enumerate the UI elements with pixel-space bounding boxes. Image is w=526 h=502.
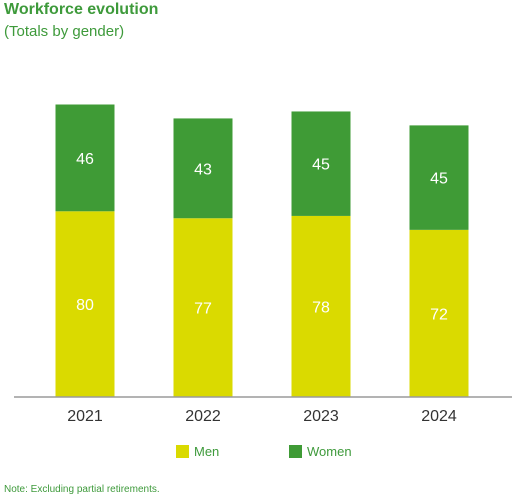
legend-label-men: Men [194, 444, 219, 459]
bars-group: 80 46 77 43 78 45 72 45 [55, 104, 469, 397]
x-tick-label-2024: 2024 [421, 408, 457, 425]
data-label-men-2022: 77 [194, 301, 212, 318]
legend: Men Women [176, 444, 352, 459]
chart-title: Workforce evolution [4, 1, 159, 18]
data-label-men-2023: 78 [312, 299, 330, 316]
legend-swatch-women [289, 445, 302, 458]
chart-subtitle: (Totals by gender) [4, 23, 125, 40]
data-label-women-2021: 46 [76, 151, 94, 168]
legend-swatch-men [176, 445, 189, 458]
bar-women-2023 [291, 111, 351, 216]
bar-men-2022 [173, 218, 233, 397]
bar-men-2023 [291, 215, 351, 397]
bar-women-2021 [55, 104, 115, 212]
x-tick-label-2022: 2022 [185, 408, 221, 425]
data-label-men-2021: 80 [76, 297, 94, 314]
x-tick-labels: 2021 2022 2023 2024 [67, 408, 457, 425]
data-label-men-2024: 72 [430, 306, 448, 323]
x-tick-label-2021: 2021 [67, 408, 103, 425]
bar-women-2024 [409, 125, 469, 230]
stacked-bar-chart: 80 46 77 43 78 45 72 45 2021 2022 2023 2024 Men Wom… [14, 104, 512, 459]
data-label-women-2022: 43 [194, 161, 212, 178]
data-label-women-2024: 45 [430, 171, 448, 188]
bar-women-2022 [173, 118, 233, 219]
legend-label-women: Women [307, 444, 352, 459]
bar-men-2021 [55, 211, 115, 397]
footnote: Note: Excluding partial retirements. [4, 484, 160, 495]
bar-men-2024 [409, 229, 469, 397]
data-label-women-2023: 45 [312, 157, 330, 174]
x-tick-label-2023: 2023 [303, 408, 339, 425]
